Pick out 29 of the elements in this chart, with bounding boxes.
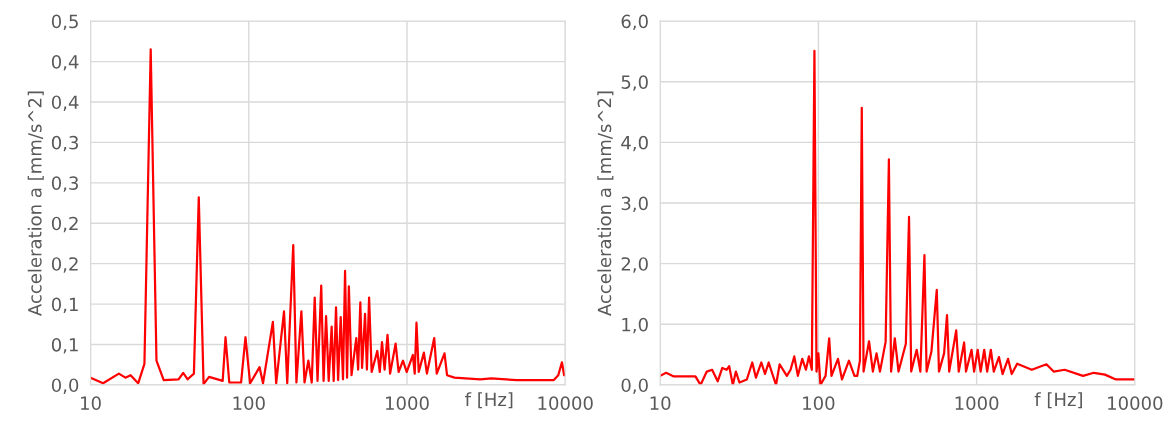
x-axis-title: f [Hz] xyxy=(1034,392,1082,409)
x-tick-label: 10000 xyxy=(1108,396,1163,411)
x-tick-label: 100 xyxy=(233,396,265,411)
y-tick-label: 1,0 xyxy=(622,317,648,334)
y-tick-label: 0,0 xyxy=(51,378,79,394)
y-tick-label: 0,5 xyxy=(51,14,78,31)
y-tick-label: 4,0 xyxy=(621,135,648,152)
y-tick-label: 0,3 xyxy=(51,176,78,192)
x-tick-label: 1000 xyxy=(955,396,999,411)
y-tick-label: 5,0 xyxy=(621,75,648,91)
x-tick-label: 10 xyxy=(650,396,671,411)
y-tick-label: 3,0 xyxy=(621,196,648,212)
y-axis-title: Acceleration a [mm/s^2] xyxy=(27,91,44,316)
y-tick-label: 6,0 xyxy=(621,14,648,31)
y-tick-label: 2,0 xyxy=(621,257,648,273)
x-tick-label: 10 xyxy=(81,396,101,411)
y-axis-title: Acceleration a [mm/s^2] xyxy=(597,91,614,316)
y-tick-label: 0,4 xyxy=(51,95,79,111)
y-tick-label: 0,1 xyxy=(51,297,78,314)
x-tick-label: 100 xyxy=(803,396,835,411)
y-tick-label: 0,4 xyxy=(51,55,79,71)
y-tick-label: 0,1 xyxy=(51,337,78,354)
y-tick-label: 0,3 xyxy=(51,135,78,152)
x-axis-title: f [Hz] xyxy=(465,392,513,409)
x-tick-label: 10000 xyxy=(538,396,593,411)
y-tick-label: 0,2 xyxy=(51,257,78,273)
x-tick-label: 1000 xyxy=(386,396,429,411)
y-tick-label: 0,2 xyxy=(51,216,78,233)
y-tick-label: 0,0 xyxy=(621,378,648,394)
